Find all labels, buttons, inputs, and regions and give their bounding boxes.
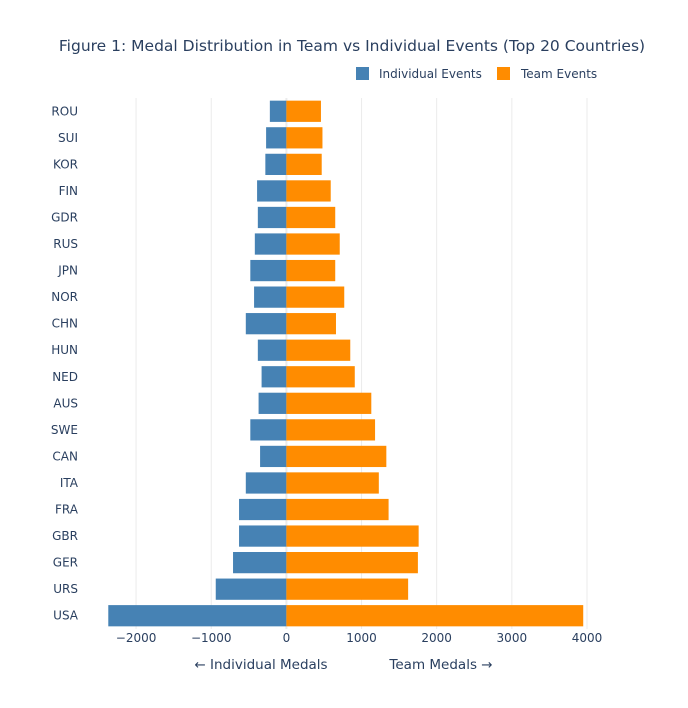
y-tick-label-can: CAN bbox=[52, 449, 78, 463]
bar-team-sui[interactable] bbox=[286, 127, 323, 149]
y-tick-label-gdr: GDR bbox=[51, 210, 78, 224]
y-tick-label-rus: RUS bbox=[53, 237, 78, 251]
bar-team-kor[interactable] bbox=[286, 153, 322, 175]
bar-team-jpn[interactable] bbox=[286, 259, 336, 282]
x-tick-label-0: −2000 bbox=[116, 631, 157, 645]
legend-item-team[interactable]: Team Events bbox=[497, 67, 597, 81]
bar-individual-gbr[interactable] bbox=[239, 525, 287, 547]
y-axis-tick-labels: ROU SUI KOR FIN GDR RUS JPN NOR CHN HUN NED AUS SWE C… bbox=[51, 104, 79, 622]
bar-team-rus[interactable] bbox=[286, 233, 340, 255]
y-tick-label-ned: NED bbox=[52, 370, 78, 384]
bar-individual-can[interactable] bbox=[260, 445, 287, 468]
gridlines bbox=[135, 98, 588, 629]
y-tick-label-ger: GER bbox=[53, 556, 78, 570]
legend-swatch-team bbox=[497, 67, 510, 80]
legend-item-individual[interactable]: Individual Events bbox=[356, 67, 482, 81]
bar-individual-ita[interactable] bbox=[245, 472, 287, 494]
bar-individual-kor[interactable] bbox=[265, 153, 287, 175]
bar-team-fra[interactable] bbox=[286, 498, 389, 521]
y-tick-label-chn: CHN bbox=[52, 317, 78, 331]
legend-swatch-individual bbox=[356, 67, 369, 80]
bar-individual-ger[interactable] bbox=[233, 552, 287, 574]
bar-individual-aus[interactable] bbox=[258, 392, 287, 414]
y-tick-label-gbr: GBR bbox=[52, 529, 78, 543]
bar-individual-nor[interactable] bbox=[254, 286, 287, 308]
bar-individual-hun[interactable] bbox=[257, 339, 287, 361]
y-tick-label-ita: ITA bbox=[60, 476, 79, 490]
bar-team-can[interactable] bbox=[286, 445, 387, 468]
bar-individual-sui[interactable] bbox=[266, 127, 287, 149]
bar-team-ger[interactable] bbox=[286, 552, 418, 574]
bar-team-gbr[interactable] bbox=[286, 525, 419, 547]
y-tick-label-rou: ROU bbox=[51, 104, 78, 118]
legend-label-team: Team Events bbox=[520, 67, 597, 81]
x-tick-label-6: 4000 bbox=[572, 631, 603, 645]
bars bbox=[108, 100, 584, 627]
y-tick-label-hun: HUN bbox=[51, 343, 78, 357]
bar-team-gdr[interactable] bbox=[286, 206, 336, 229]
x-axis-label-team: Team Medals → bbox=[388, 657, 492, 673]
bar-team-swe[interactable] bbox=[286, 419, 376, 441]
y-tick-label-aus: AUS bbox=[53, 396, 78, 410]
x-tick-label-1: −1000 bbox=[191, 631, 232, 645]
bar-team-fin[interactable] bbox=[286, 180, 331, 202]
y-tick-label-sui: SUI bbox=[58, 131, 78, 145]
x-tick-label-4: 2000 bbox=[421, 631, 452, 645]
bar-individual-jpn[interactable] bbox=[250, 259, 287, 282]
bar-team-chn[interactable] bbox=[286, 313, 336, 335]
bar-individual-urs[interactable] bbox=[215, 578, 287, 600]
y-tick-label-kor: KOR bbox=[53, 157, 78, 171]
legend[interactable]: Individual Events Team Events bbox=[356, 67, 597, 81]
x-tick-label-5: 3000 bbox=[497, 631, 528, 645]
bar-individual-ned[interactable] bbox=[261, 366, 287, 388]
legend-label-individual: Individual Events bbox=[379, 67, 482, 81]
bar-team-nor[interactable] bbox=[286, 286, 345, 308]
chart-title: Figure 1: Medal Distribution in Team vs … bbox=[59, 37, 645, 55]
bar-individual-rou[interactable] bbox=[269, 100, 287, 122]
bar-team-ned[interactable] bbox=[286, 366, 355, 388]
bar-individual-swe[interactable] bbox=[250, 419, 287, 441]
y-tick-label-urs: URS bbox=[53, 582, 78, 596]
bar-team-hun[interactable] bbox=[286, 339, 351, 361]
bar-team-ita[interactable] bbox=[286, 472, 379, 494]
y-tick-label-usa: USA bbox=[53, 609, 79, 623]
bar-individual-fin[interactable] bbox=[257, 180, 287, 202]
y-tick-label-jpn: JPN bbox=[57, 264, 78, 278]
bar-individual-usa[interactable] bbox=[108, 605, 287, 627]
x-tick-label-2: 0 bbox=[283, 631, 291, 645]
bar-team-urs[interactable] bbox=[286, 578, 409, 600]
bar-team-aus[interactable] bbox=[286, 392, 372, 414]
bar-individual-rus[interactable] bbox=[254, 233, 287, 255]
bar-team-rou[interactable] bbox=[286, 100, 321, 122]
y-tick-label-fin: FIN bbox=[59, 184, 78, 198]
bar-individual-fra[interactable] bbox=[239, 498, 287, 521]
x-axis-tick-labels: −2000 −1000 0 1000 2000 3000 4000 bbox=[116, 631, 602, 645]
bar-individual-chn[interactable] bbox=[245, 313, 287, 335]
x-axis-label-individual: ← Individual Medals bbox=[194, 657, 327, 673]
x-tick-label-3: 1000 bbox=[346, 631, 377, 645]
bar-individual-gdr[interactable] bbox=[257, 206, 287, 229]
bar-team-usa[interactable] bbox=[286, 605, 584, 627]
y-tick-label-swe: SWE bbox=[51, 423, 78, 437]
y-tick-label-fra: FRA bbox=[55, 503, 79, 517]
y-tick-label-nor: NOR bbox=[51, 290, 78, 304]
